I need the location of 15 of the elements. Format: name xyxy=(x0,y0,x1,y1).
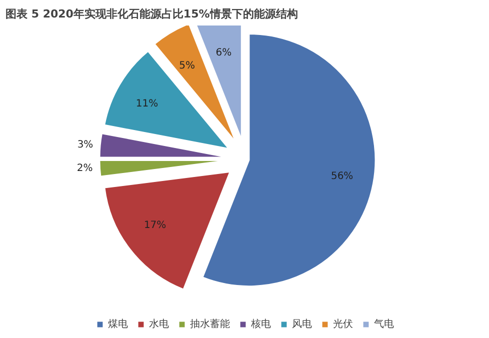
data-label: 6% xyxy=(216,47,232,58)
legend-label: 光伏 xyxy=(333,318,353,331)
legend-label: 气电 xyxy=(374,318,394,331)
legend-label: 抽水蓄能 xyxy=(190,318,230,331)
data-label: 5% xyxy=(179,60,195,72)
legend-label: 风电 xyxy=(292,318,312,331)
chart-title: 图表 5 2020年实现非化石能源占比15%情景下的能源结构 xyxy=(6,8,298,20)
data-label: 3% xyxy=(77,139,94,150)
data-label: 2% xyxy=(76,163,93,174)
legend-label: 水电 xyxy=(149,318,169,331)
data-label: 56% xyxy=(330,170,354,182)
data-label: 11% xyxy=(136,98,158,110)
data-label: 17% xyxy=(144,220,166,231)
legend-label: 煤电 xyxy=(108,318,128,331)
legend-label: 核电 xyxy=(251,318,271,331)
